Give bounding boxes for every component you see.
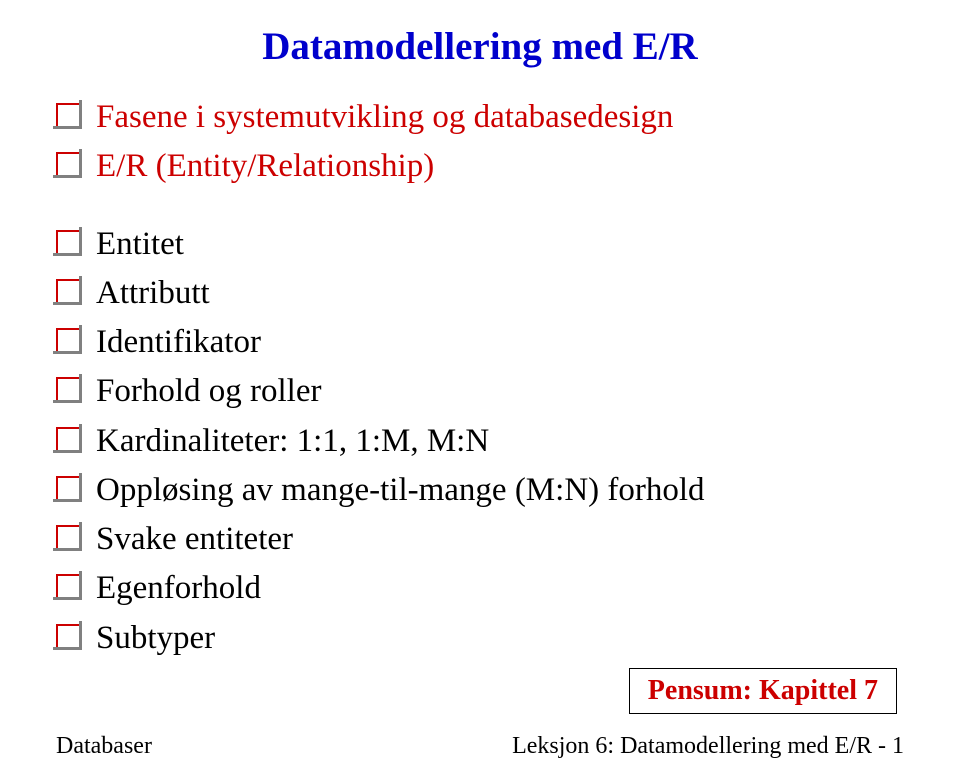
slide-container: Datamodellering med E/R Fasene i systemu…: [0, 0, 960, 774]
bullet-text: E/R (Entity/Relationship): [96, 146, 434, 187]
footer-right: Leksjon 6: Datamodellering med E/R - 1: [512, 733, 904, 760]
bullet-text: Forhold og roller: [96, 371, 321, 412]
bullet-item: Egenforhold: [56, 568, 904, 609]
pensum-box: Pensum: Kapittel 7: [629, 668, 897, 714]
bullet-item: Attributt: [56, 273, 904, 314]
square-bullet-icon: [56, 328, 82, 354]
bullet-text: Fasene i systemutvikling og databasedesi…: [96, 97, 673, 138]
square-bullet-icon: [56, 279, 82, 305]
square-bullet-icon: [56, 525, 82, 551]
bullet-item: Entitet: [56, 224, 904, 265]
bullet-item: Svake entiteter: [56, 519, 904, 560]
footer-left: Databaser: [56, 733, 152, 760]
bullet-item: Subtyper: [56, 618, 904, 659]
bullet-text: Subtyper: [96, 618, 215, 659]
slide-footer: Databaser Leksjon 6: Datamodellering med…: [56, 733, 904, 760]
square-bullet-icon: [56, 230, 82, 256]
bullet-item: Identifikator: [56, 322, 904, 363]
bullet-item: Forhold og roller: [56, 371, 904, 412]
bullet-text: Oppløsing av mange-til-mange (M:N) forho…: [96, 470, 705, 511]
square-bullet-icon: [56, 574, 82, 600]
pensum-text: Pensum: Kapittel 7: [648, 675, 878, 706]
bullet-item: E/R (Entity/Relationship): [56, 146, 904, 187]
bullet-list: Fasene i systemutvikling og databasedesi…: [56, 97, 904, 659]
square-bullet-icon: [56, 427, 82, 453]
square-bullet-icon: [56, 103, 82, 129]
bullet-item: Kardinaliteter: 1:1, 1:M, M:N: [56, 421, 904, 462]
bullet-text: Attributt: [96, 273, 210, 314]
bullet-text: Kardinaliteter: 1:1, 1:M, M:N: [96, 421, 489, 462]
square-bullet-icon: [56, 624, 82, 650]
bullet-item: Oppløsing av mange-til-mange (M:N) forho…: [56, 470, 904, 511]
square-bullet-icon: [56, 377, 82, 403]
bullet-item: Fasene i systemutvikling og databasedesi…: [56, 97, 904, 138]
bullet-text: Egenforhold: [96, 568, 261, 609]
square-bullet-icon: [56, 152, 82, 178]
bullet-text: Entitet: [96, 224, 184, 265]
bullet-text: Svake entiteter: [96, 519, 293, 560]
slide-title: Datamodellering med E/R: [56, 24, 904, 69]
bullet-text: Identifikator: [96, 322, 261, 363]
square-bullet-icon: [56, 476, 82, 502]
